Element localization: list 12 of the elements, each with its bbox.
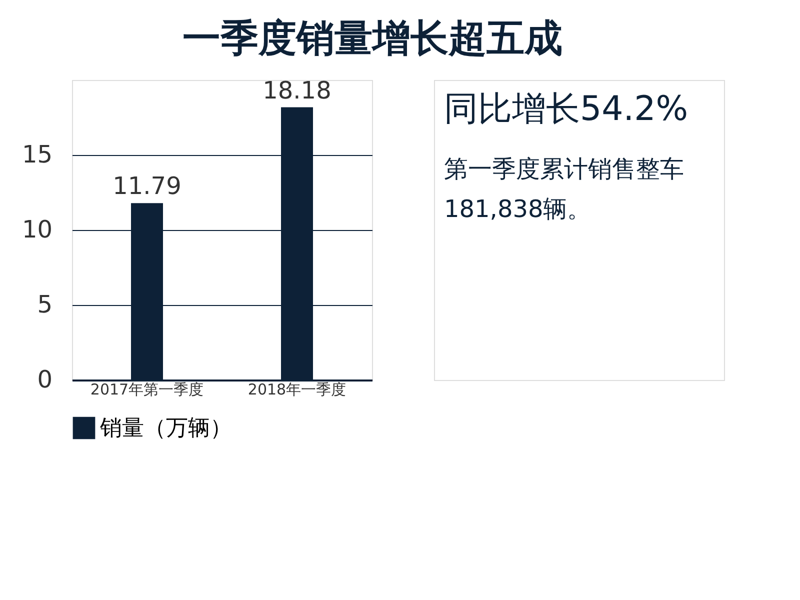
x-tick-label: 2018年一季度 xyxy=(248,380,346,398)
data-label: 11.79 xyxy=(112,172,182,200)
y-tick-label: 5 xyxy=(37,290,52,318)
y-tick-label: 0 xyxy=(37,366,52,394)
x-tick-label: 2017年第一季度 xyxy=(90,380,204,398)
y-tick-label: 10 xyxy=(22,216,52,244)
text: 同比增长54.2% xyxy=(444,89,688,129)
legend-label: 销量（万辆） xyxy=(99,416,232,441)
y-tick-label: 15 xyxy=(22,140,52,168)
text: 第一季度累计销售整车181,838辆。 xyxy=(444,155,684,223)
chart-title: 一季度销量增长超五成 xyxy=(182,16,563,60)
data-label: 18.18 xyxy=(262,76,332,104)
